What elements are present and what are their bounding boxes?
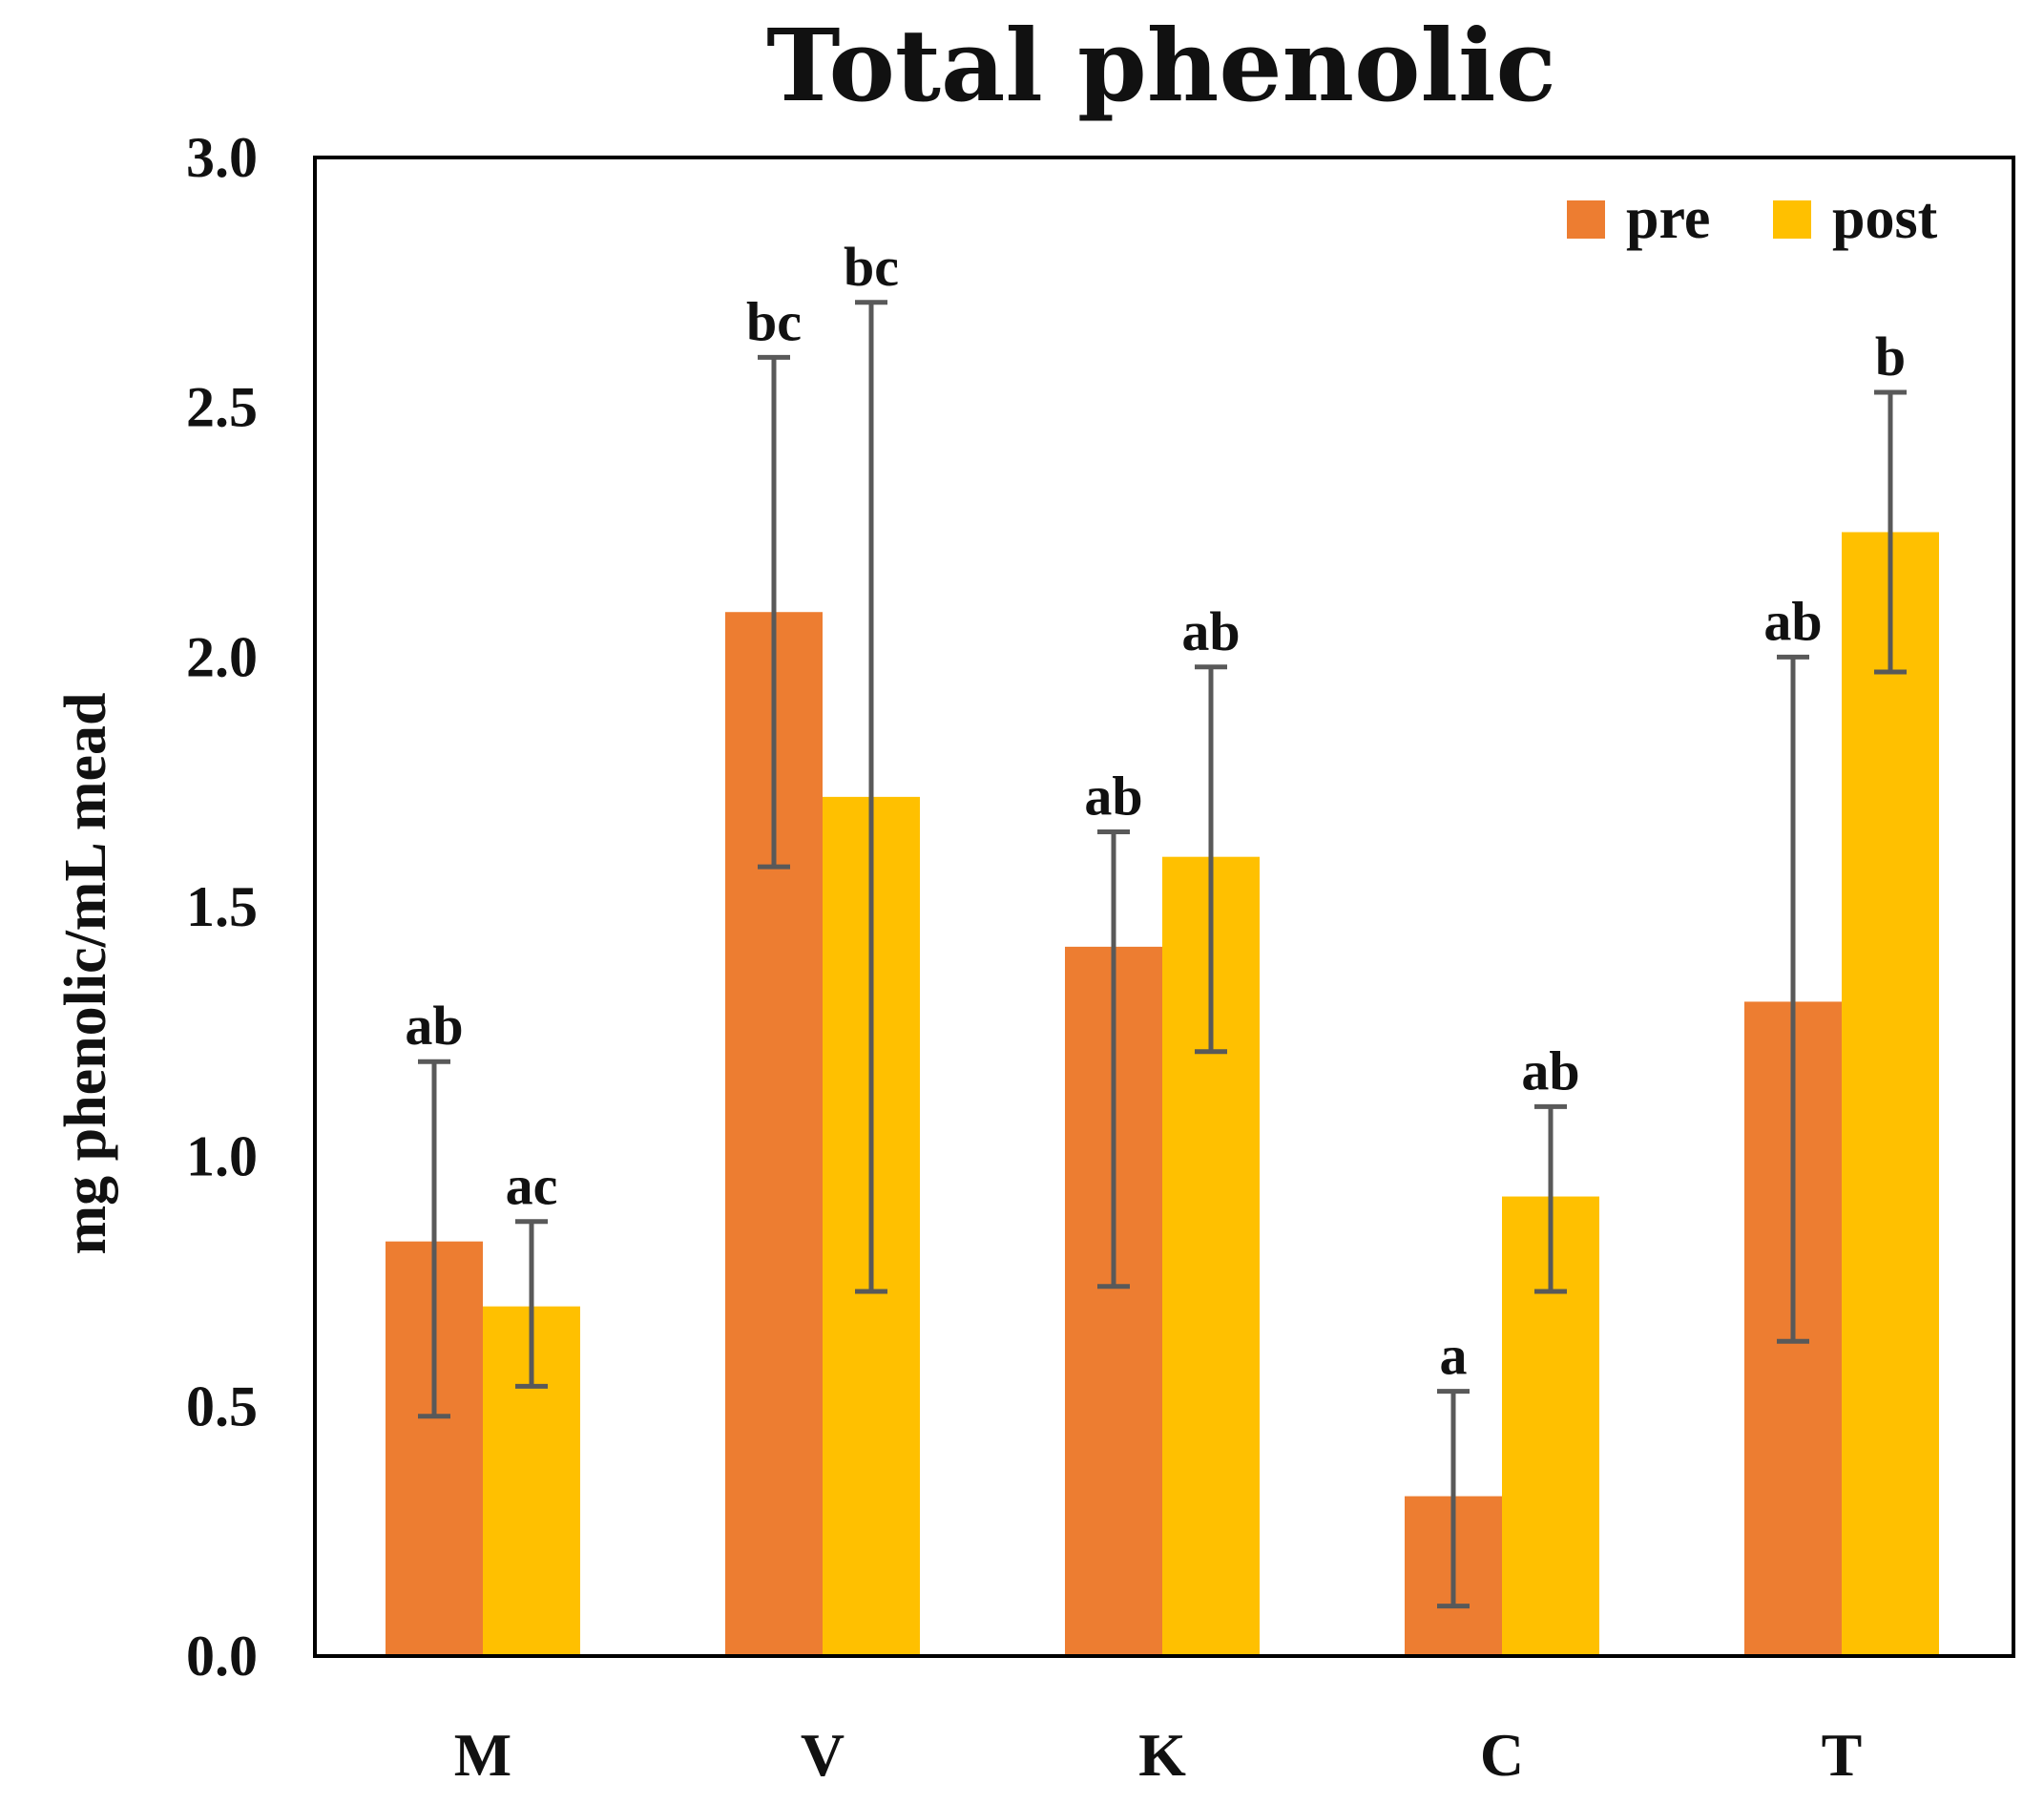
legend: pre post (1567, 186, 1938, 251)
legend-label-post: post (1832, 186, 1938, 251)
significance-label-pre-V: bc (746, 290, 802, 352)
y-tick-label: 1.5 (186, 875, 258, 938)
x-tick-label-T: T (1822, 1721, 1863, 1789)
y-tick-label: 2.5 (186, 376, 258, 439)
chart-title: Total phenolic (766, 7, 1556, 124)
significance-label-pre-K: ab (1084, 766, 1142, 828)
significance-label-pre-C: a (1440, 1325, 1468, 1387)
legend-swatch-pre (1567, 200, 1605, 239)
legend-label-pre: pre (1626, 186, 1710, 251)
y-axis-label: mg phenolic/mL mead (53, 692, 118, 1254)
x-tick-label-M: M (454, 1721, 511, 1789)
x-tick-label-C: C (1480, 1721, 1524, 1789)
y-tick-label: 0.5 (186, 1374, 258, 1437)
significance-label-post-T: b (1875, 325, 1906, 388)
y-tick-label: 3.0 (186, 126, 258, 189)
significance-label-post-C: ab (1521, 1039, 1579, 1101)
bar-post-T (1842, 532, 1939, 1656)
significance-label-post-V: bc (844, 236, 899, 298)
y-tick-label: 0.0 (186, 1625, 258, 1688)
legend-swatch-post (1773, 200, 1811, 239)
significance-label-post-M: ac (506, 1155, 558, 1217)
x-tick-label-V: V (801, 1721, 845, 1789)
significance-label-pre-M: ab (405, 995, 463, 1057)
y-tick-label: 1.0 (186, 1125, 258, 1188)
significance-label-pre-T: ab (1763, 590, 1822, 652)
x-tick-label-K: K (1138, 1721, 1186, 1789)
plot-frame (313, 156, 2015, 1658)
y-tick-label: 2.0 (186, 625, 258, 688)
significance-label-post-K: ab (1181, 600, 1240, 662)
